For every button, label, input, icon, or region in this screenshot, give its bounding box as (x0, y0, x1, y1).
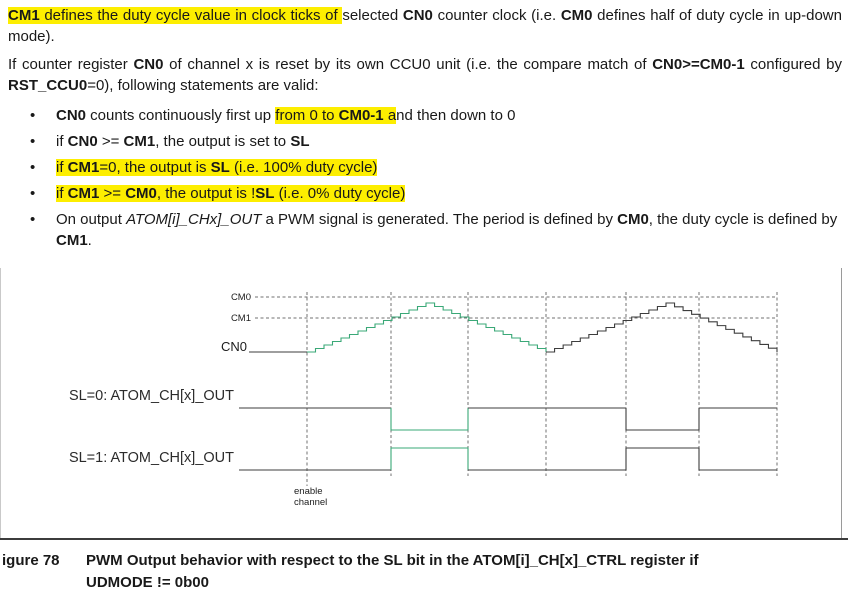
text-segment: a PWM signal is generated. The period is… (261, 211, 618, 228)
text-segment: CN0 (402, 7, 433, 24)
bullet-marker: • (30, 159, 36, 176)
text-segment: configured by (744, 56, 843, 73)
bullet-text: On output ATOM[i]_CHx]_OUT a PWM signal … (56, 211, 837, 249)
enable-channel-label-line2: channel (294, 497, 327, 508)
text-segment: (i.e. 0% duty cycle) (274, 185, 406, 202)
bullet-text: CN0 counts continuously first up from 0 … (56, 107, 515, 124)
cn0-label: CN0 (221, 339, 247, 354)
list-item: • CN0 counts continuously first up from … (8, 105, 842, 126)
text-segment: a (383, 107, 397, 124)
bullet-marker: • (30, 133, 36, 150)
cn0-waveform (249, 302, 778, 353)
text-segment: defines the duty cycle value in clock ti… (39, 7, 343, 24)
text-segment: if (56, 133, 68, 150)
text-segment: counts continuously first up (86, 107, 276, 124)
text-segment: nd then down to 0 (396, 107, 516, 124)
text-segment: CN0 (56, 107, 87, 124)
sl1-output-waveform (239, 447, 777, 471)
paragraph-counter-reset: If counter register CN0 of channel x is … (8, 54, 842, 96)
text-segment: CM0 (617, 211, 649, 228)
text-segment: CM1 (67, 159, 100, 176)
text-segment: from 0 to (275, 107, 339, 124)
sl1-output-label: SL=1: ATOM_CH[x]_OUT (69, 450, 234, 466)
text-segment: =0, the output is (99, 159, 211, 176)
bullet-text: if CM1=0, the output is SL (i.e. 100% du… (56, 159, 378, 176)
text-segment: of channel x is reset by its own CCU0 un… (163, 56, 653, 73)
sl0-output-waveform (239, 407, 777, 431)
bullet-text: if CM1 >= CM0, the output is !SL (i.e. 0… (56, 185, 406, 202)
text-segment: SL (210, 159, 230, 176)
figure-caption: igure 78 PWM Output behavior with respec… (0, 550, 848, 594)
text-segment: CN0 (67, 133, 98, 150)
text-segment: >= (99, 185, 126, 202)
text-segment: counter clock (i.e. (432, 7, 561, 24)
text-segment: CM1 (8, 7, 40, 24)
text-segment: if (56, 159, 68, 176)
event-gridlines (306, 292, 778, 486)
text-segment: RST_CCU0 (8, 77, 88, 94)
text-segment: SL (255, 185, 275, 202)
text-segment: ATOM[i]_CHx]_OUT (126, 211, 262, 228)
text-segment: if (56, 185, 68, 202)
list-item: • if CM1=0, the output is SL (i.e. 100% … (8, 157, 842, 178)
figure-title-line2: UDMODE != 0b00 (86, 574, 209, 591)
sl0-output-label: SL=0: ATOM_CH[x]_OUT (69, 388, 234, 404)
text-segment: CN0>=CM0-1 (652, 56, 745, 73)
figure-title: PWM Output behavior with respect to the … (86, 550, 848, 594)
bullet-text: if CN0 >= CM1, the output is set to SL (56, 133, 309, 150)
bullet-marker: • (30, 107, 36, 124)
text-segment: On output (56, 211, 127, 228)
figure-number: igure 78 (2, 552, 60, 569)
text-segment: >= (97, 133, 124, 150)
cm0-label: CM0 (231, 292, 251, 303)
text-segment: , the duty cycle is defined by (648, 211, 838, 228)
cm1-label: CM1 (231, 313, 251, 324)
text-segment: CM1 (56, 232, 88, 249)
text-segment: =0), following statements are valid: (87, 77, 319, 94)
text-segment: CM1 (67, 185, 100, 202)
text-segment: CM0-1 (338, 107, 384, 124)
bullet-marker: • (30, 211, 36, 228)
enable-channel-label-line1: enable (294, 486, 323, 497)
text-segment: CM1 (123, 133, 156, 150)
paragraph-duty-cycle: CM1 defines the duty cycle value in cloc… (8, 5, 842, 47)
timing-diagram-canvas: CM0 CM1 CN0 SL=0: ATOM_CH[x]_OUT SL=1: A… (69, 292, 778, 508)
pwm-timing-diagram: CM0 CM1 CN0 SL=0: ATOM_CH[x]_OUT SL=1: A… (0, 268, 842, 540)
text-segment: If counter register (8, 56, 134, 73)
list-item: • On output ATOM[i]_CHx]_OUT a PWM signa… (8, 209, 842, 251)
statement-list: • CN0 counts continuously first up from … (8, 105, 842, 251)
text-segment: selected (342, 7, 403, 24)
text-segment: CM0 (125, 185, 157, 202)
text-segment: (i.e. 100% duty cycle) (229, 159, 378, 176)
body-text: CM1 defines the duty cycle value in cloc… (8, 5, 842, 256)
list-item: • if CM1 >= CM0, the output is !SL (i.e.… (8, 183, 842, 204)
text-segment: SL (290, 133, 310, 150)
figure-title-line1: PWM Output behavior with respect to the … (86, 552, 699, 569)
text-segment: , the output is set to (155, 133, 291, 150)
text-segment: CM0 (560, 7, 593, 24)
text-segment: CN0 (133, 56, 164, 73)
text-segment: . (87, 232, 92, 249)
list-item: • if CN0 >= CM1, the output is set to SL (8, 131, 842, 152)
text-segment: , the output is ! (156, 185, 256, 202)
threshold-lines (255, 296, 777, 319)
bullet-marker: • (30, 185, 36, 202)
text-segment: defines half of duty cycle in up-down mo… (8, 7, 842, 45)
figure-bottom-rule (0, 538, 848, 540)
